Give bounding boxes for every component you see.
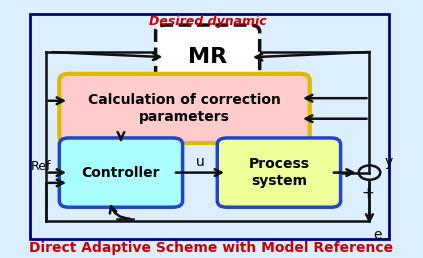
Text: -: - (346, 163, 351, 178)
Text: e: e (374, 228, 382, 242)
Text: Controller: Controller (82, 166, 160, 180)
Text: Process
system: Process system (248, 157, 310, 188)
FancyBboxPatch shape (59, 74, 310, 143)
Text: Calculation of correction
parameters: Calculation of correction parameters (88, 93, 281, 124)
FancyBboxPatch shape (59, 138, 183, 207)
Text: MR: MR (188, 47, 227, 67)
Text: u: u (195, 155, 204, 169)
Text: +: + (361, 186, 374, 201)
Text: Ref: Ref (30, 160, 51, 173)
FancyBboxPatch shape (217, 138, 341, 207)
FancyBboxPatch shape (30, 13, 389, 239)
Text: y: y (384, 155, 393, 169)
Text: Desired dynamic: Desired dynamic (149, 15, 266, 28)
Text: Direct Adaptive Scheme with Model Reference: Direct Adaptive Scheme with Model Refere… (30, 241, 393, 255)
FancyBboxPatch shape (156, 25, 260, 89)
